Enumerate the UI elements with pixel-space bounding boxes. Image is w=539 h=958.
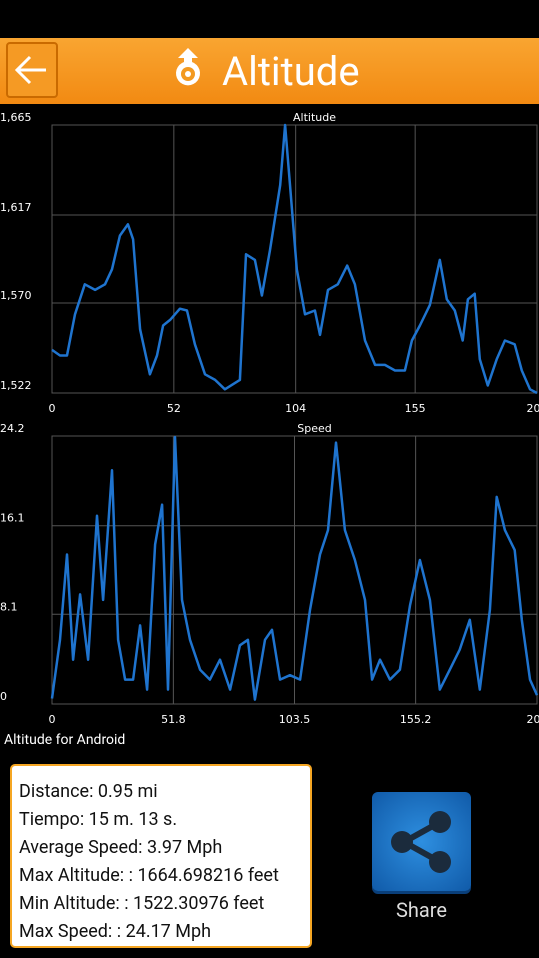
x-tick-label: 51.8 [161, 713, 186, 724]
charts: Altitude 1,665 1,617 1,570 1,522 0 52 104 155 207… [0, 111, 539, 724]
chart-title: Altitude [293, 111, 336, 124]
title: Altitude [222, 48, 360, 95]
y-tick-label: 1,522 [0, 379, 32, 392]
data-line [51, 123, 538, 395]
x-tick-label: 52 [167, 402, 181, 415]
share-button[interactable] [372, 792, 471, 891]
y-tick-label: 24.2 [0, 422, 25, 435]
info-line: Distance: 0.95 mi [19, 781, 158, 802]
x-tick-label: 155.2 [400, 713, 432, 724]
share-label[interactable]: Share [396, 898, 447, 922]
y-tick-label: 8.1 [0, 600, 18, 613]
info-line: Tiempo: 15 m. 13 s. [19, 809, 178, 830]
info-line: Average Speed: 3.97 Mph [19, 837, 223, 858]
y-tick-label: 1,665 [0, 111, 32, 124]
app-icon [176, 48, 200, 86]
x-tick-label: 0 [49, 713, 56, 724]
x-tick-label: 207 [527, 713, 539, 724]
info-line: Max Speed: : 24.17 Mph [19, 921, 211, 942]
x-tick-label: 104 [285, 402, 306, 415]
footer-text: Altitude for Android [4, 732, 126, 748]
info-line: Min Altitude: : 1522.30976 feet [19, 893, 265, 914]
y-tick-label: 1,617 [0, 201, 32, 214]
x-tick-label: 0 [49, 402, 56, 415]
share-icon [391, 811, 451, 873]
x-tick-label: 155 [405, 402, 426, 415]
data-line [50, 435, 539, 701]
plot-frame [51, 124, 538, 394]
action-bar: Altitude [0, 38, 539, 104]
chart-title: Speed [297, 422, 331, 435]
y-tick-label: 1,570 [0, 289, 32, 302]
x-tick-label: 103.5 [279, 713, 311, 724]
y-tick-label: 0 [0, 690, 7, 703]
x-tick-label: 207 [527, 402, 539, 415]
info-box: Distance: 0.95 mi Tiempo: 15 m. 13 s. Aver… [10, 764, 312, 948]
y-tick-label: 16.1 [0, 512, 25, 525]
back-arrow [14, 55, 46, 85]
back-button[interactable] [6, 42, 58, 98]
info-line: Max Altitude: : 1664.698216 feet [19, 865, 279, 886]
